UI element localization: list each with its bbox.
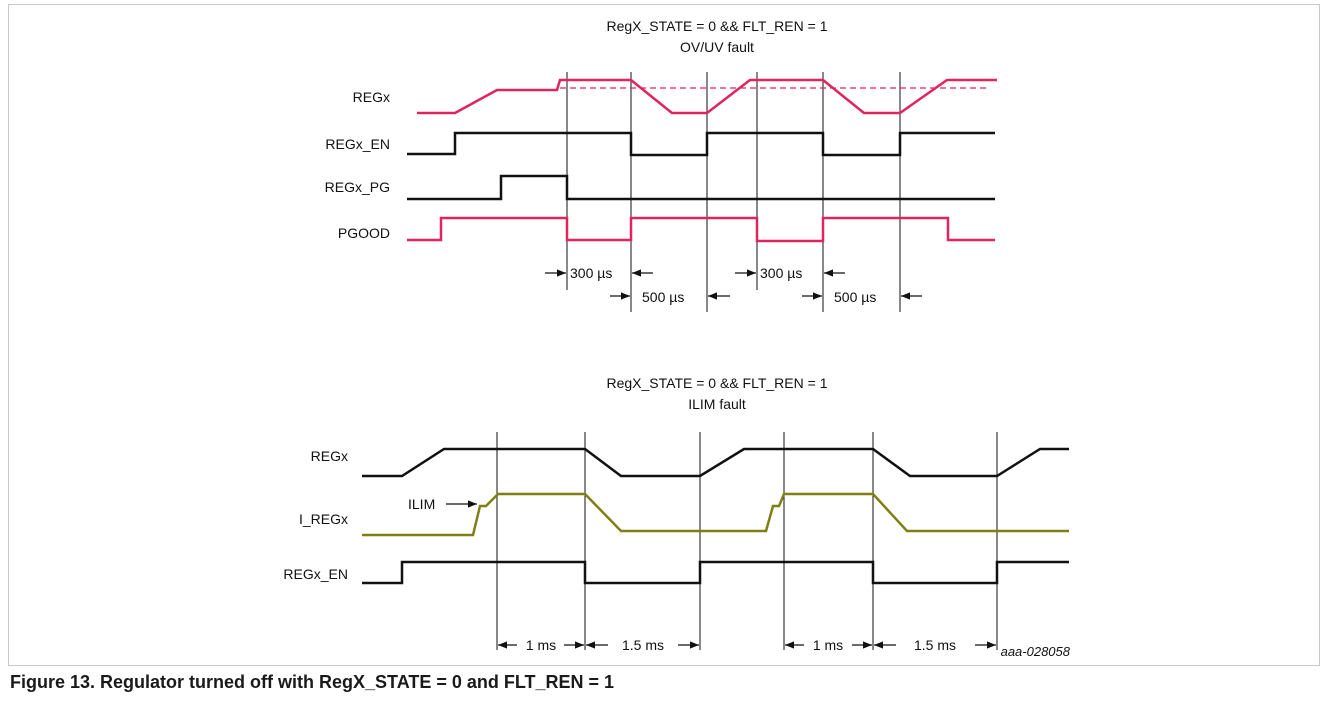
bottom-trace-regx	[362, 447, 1069, 478]
figure-reference: aaa-028058	[1001, 644, 1071, 659]
ilim-label: ILIM	[408, 496, 435, 512]
bottom-event-lines	[496, 432, 998, 650]
top-trace-pgood	[407, 216, 995, 243]
top-interval-300us-2: 300 µs	[760, 265, 802, 281]
figure-caption: Figure 13. Regulator turned off with Reg…	[10, 672, 615, 692]
top-interval-300us-1: 300 µs	[570, 265, 612, 281]
bottom-interval-1-5ms-2: 1.5 ms	[914, 637, 956, 653]
top-subtitle: OV/UV fault	[680, 39, 754, 55]
bottom-interval-1ms-1: 1 ms	[526, 637, 556, 653]
bottom-label-regx: REGx	[311, 448, 348, 464]
top-trace-regx-pg	[407, 174, 995, 201]
top-label-regx: REGx	[353, 89, 390, 105]
bottom-title: RegX_STATE = 0 && FLT_REN = 1	[607, 375, 828, 391]
bottom-trace-i-regx	[362, 492, 1069, 537]
bottom-trace-regx-en	[362, 560, 1069, 585]
top-interval-500us-1: 500 µs	[642, 289, 684, 305]
bottom-subtitle: ILIM fault	[688, 396, 746, 412]
bottom-label-i-regx: I_REGx	[299, 511, 348, 527]
figure-frame	[8, 4, 1320, 666]
top-interval-500us-2: 500 µs	[834, 289, 876, 305]
top-label-pgood: PGOOD	[338, 225, 390, 241]
top-trace-regx-en	[407, 131, 995, 157]
top-event-lines	[566, 72, 901, 312]
bottom-interval-1-5ms-1: 1.5 ms	[622, 637, 664, 653]
top-label-regx-en: REGx_EN	[325, 136, 390, 152]
bottom-label-regx-en: REGx_EN	[283, 566, 348, 582]
timing-diagram: RegX_STATE = 0 && FLT_REN = 1 OV/UV faul…	[283, 18, 1071, 659]
bottom-interval-1ms-2: 1 ms	[813, 637, 843, 653]
top-title: RegX_STATE = 0 && FLT_REN = 1	[607, 18, 828, 34]
top-label-regx-pg: REGx_PG	[325, 179, 390, 195]
top-trace-regx	[417, 78, 997, 115]
top-interval-marks	[545, 269, 922, 300]
